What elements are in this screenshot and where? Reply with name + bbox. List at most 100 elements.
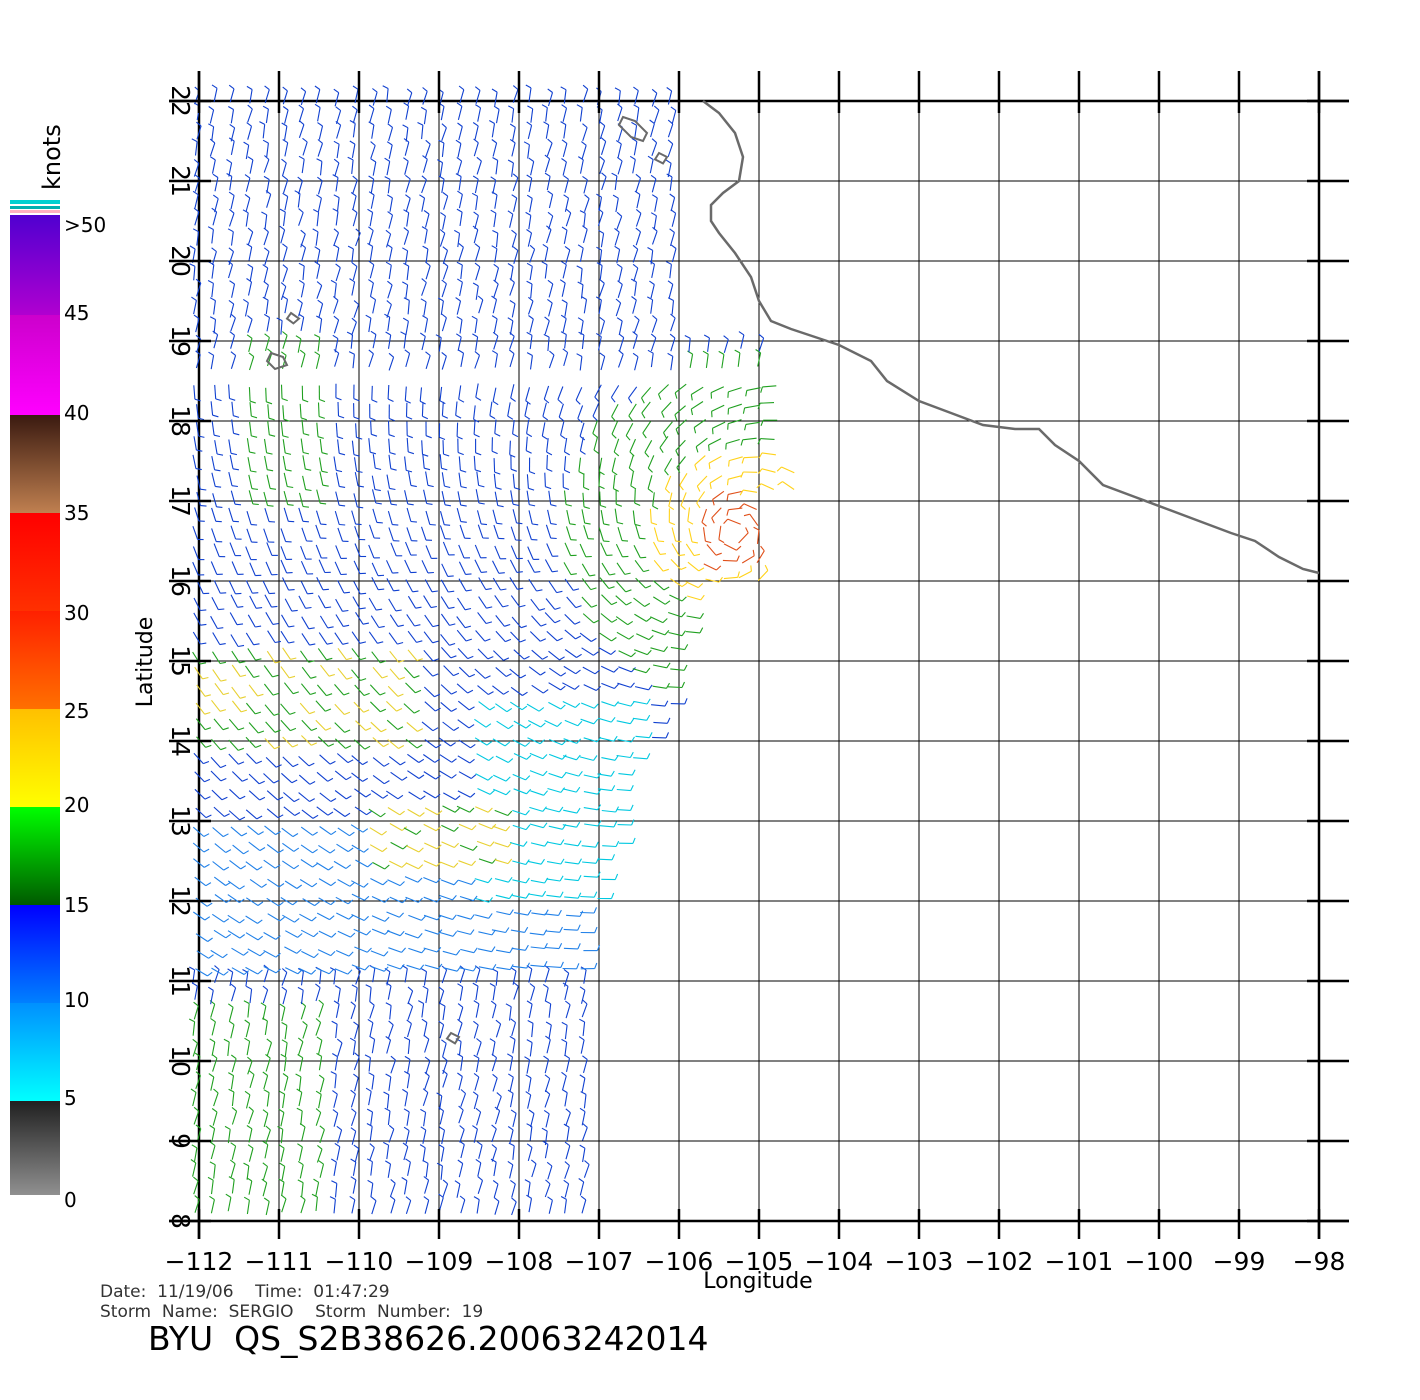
wind-barb: [580, 1091, 587, 1109]
wind-barb: [563, 924, 581, 931]
wind-barb: [457, 1003, 464, 1021]
wind-barb: [245, 702, 262, 715]
wind-barb: [632, 331, 638, 349]
wind-barb: [351, 893, 370, 901]
wind-barb: [371, 928, 390, 935]
wind-barb: [490, 1000, 497, 1019]
wind-barb: [563, 175, 569, 193]
wind-barb: [316, 684, 333, 697]
wind-barb: [405, 738, 423, 749]
wind-barb: [282, 264, 289, 282]
wind-barb: [708, 455, 722, 470]
wind-barb: [531, 649, 548, 660]
wind-barb: [191, 296, 197, 315]
wind-barb: [372, 508, 383, 524]
wind-barb: [601, 682, 619, 690]
wind-barb: [718, 350, 725, 369]
wind-barb: [726, 507, 743, 516]
wind-barb: [524, 402, 531, 420]
wind-barb: [228, 1072, 235, 1090]
wind-barb: [474, 350, 481, 369]
wind-barb: [229, 612, 244, 626]
wind-barb: [726, 475, 742, 486]
wind-barb: [227, 914, 245, 924]
wind-barb: [248, 1070, 255, 1089]
wind-barb: [283, 806, 301, 816]
wind-barb: [473, 138, 479, 157]
lon-tick-label: −107: [565, 1247, 634, 1276]
wind-barb: [212, 827, 229, 838]
wind-barb: [247, 457, 257, 473]
wind-barb: [723, 518, 741, 525]
wind-barb: [335, 120, 342, 139]
wind-barb: [210, 561, 223, 575]
wind-barb: [425, 471, 434, 488]
wind-barb: [368, 191, 375, 209]
wind-barb: [317, 176, 323, 195]
wind-barb: [599, 352, 606, 371]
wind-barb: [351, 631, 367, 644]
wind-barb: [632, 714, 651, 721]
wind-barb: [265, 387, 273, 405]
wind-barb: [195, 422, 205, 438]
wind-barb: [670, 559, 687, 571]
wind-barb: [228, 1088, 235, 1107]
wind-barb: [563, 438, 570, 456]
wind-barb: [526, 965, 533, 983]
wind-barb: [280, 897, 298, 906]
wind-barb: [423, 210, 430, 228]
wind-barb: [334, 510, 346, 526]
wind-barb: [527, 559, 541, 573]
wind-barb: [669, 333, 676, 352]
wind-barb: [734, 349, 741, 367]
wind-barb: [457, 1159, 464, 1178]
wind-barb: [494, 545, 507, 560]
wind-barb: [435, 334, 442, 352]
wind-barb: [211, 596, 225, 611]
wind-barb: [440, 701, 457, 712]
wind-barb: [542, 402, 549, 421]
wind-barb: [629, 155, 636, 174]
wind-barb: [670, 664, 688, 671]
wind-barb: [594, 384, 602, 402]
wind-barb: [406, 88, 413, 107]
wind-barb: [510, 526, 522, 541]
wind-barb: [209, 1141, 216, 1160]
wind-barb: [264, 508, 276, 523]
wind-barb: [601, 755, 619, 761]
wind-barb: [457, 790, 476, 798]
wind-barb: [459, 965, 478, 972]
wind-barb: [196, 950, 214, 959]
wind-barb: [546, 438, 553, 456]
wind-barb: [562, 963, 580, 970]
wind-barb: [666, 173, 673, 191]
wind-barb: [564, 892, 582, 899]
wind-barb: [579, 422, 586, 441]
wind-barb: [386, 194, 393, 212]
wind-barb: [351, 984, 358, 1002]
wind-barb: [635, 227, 642, 246]
wind-barb: [385, 331, 392, 349]
wind-barb: [582, 666, 601, 675]
wind-barb: [195, 718, 211, 731]
wind-barb: [526, 1143, 533, 1162]
wind-barb: [478, 701, 496, 711]
wind-barb: [526, 194, 533, 213]
wind-barb: [510, 384, 516, 402]
wind-barb: [489, 983, 496, 1001]
wind-barb: [529, 752, 548, 760]
wind-barb: [353, 928, 372, 936]
colorbar-band-blue: [10, 905, 60, 1003]
wind-barb: [743, 513, 759, 526]
wind-barb: [282, 455, 292, 472]
wind-barb: [355, 966, 361, 985]
wind-barb: [405, 579, 419, 593]
wind-barb: [266, 542, 278, 556]
wind-barb: [711, 404, 725, 418]
wind-barb: [477, 524, 489, 539]
wind-barb: [406, 527, 418, 542]
wind-barb: [493, 473, 502, 490]
wind-barb: [263, 175, 270, 194]
wind-barb: [562, 701, 581, 708]
